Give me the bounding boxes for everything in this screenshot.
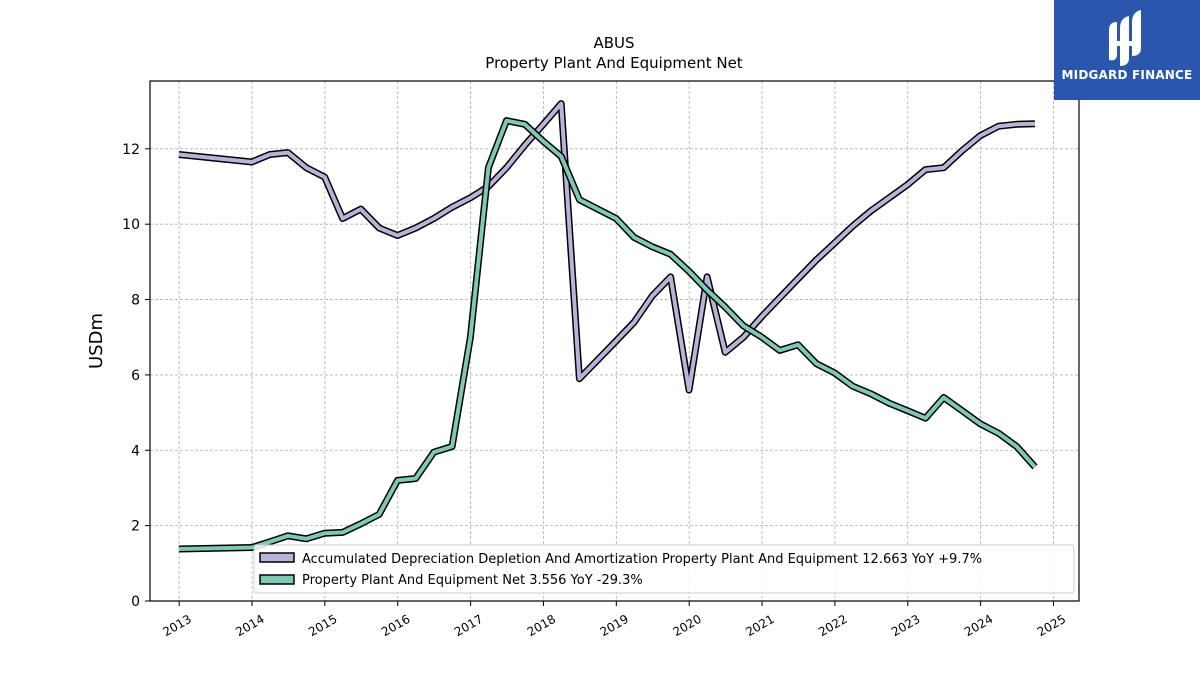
legend-swatch-ppe-net [259,574,295,585]
series-line-0 [178,101,1036,392]
y-tick-label: 8 [131,293,140,309]
y-tick-label: 6 [131,368,140,384]
chart-title: ABUS [593,34,634,52]
y-tick-label: 2 [131,519,140,535]
y-tick-label: 12 [122,142,140,158]
midgard-finance-logo: MIDGARD FINANCE [1054,0,1200,100]
legend-box [253,544,1075,594]
chart-subtitle: Property Plant And Equipment Net [485,54,742,72]
plot-frame [149,80,1080,602]
legend-swatch-accumulated-depreciation [259,552,295,563]
y-tick-label: 4 [131,443,140,459]
y-tick-label: 10 [122,217,140,233]
legend-label-accumulated-depreciation: Accumulated Depreciation Depletion And A… [302,552,982,567]
series-line-1 [178,118,1037,551]
legend-label-ppe-net: Property Plant And Equipment Net 3.556 Y… [302,573,643,588]
y-tick-label: 0 [131,594,140,610]
logo-mark-icon [1109,10,1141,66]
series-lines [178,100,1038,553]
y-axis-label: USDm [86,313,107,369]
legend: Accumulated Depreciation Depletion And A… [253,544,1075,594]
logo-text: MIDGARD FINANCE [1061,68,1193,82]
